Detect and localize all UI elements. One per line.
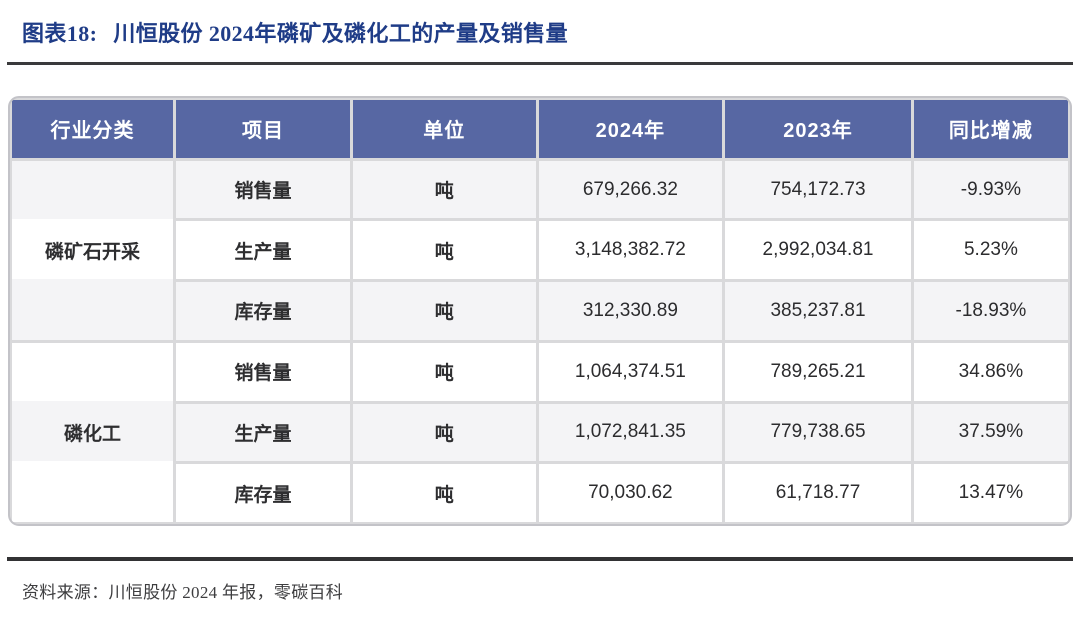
value-2023-cell: 2,992,034.81 [725, 221, 911, 280]
value-2024-cell: 679,266.32 [538, 160, 723, 219]
item-cell: 库存量 [176, 282, 350, 340]
value-2023-cell: 385,237.81 [725, 282, 911, 340]
item-cell: 库存量 [176, 464, 350, 522]
top-rule [7, 62, 1073, 65]
figure-title: 图表18: 川恒股份 2024年磷矿及磷化工的产量及销售量 [22, 16, 568, 48]
value-2024-cell: 3,148,382.72 [538, 221, 723, 280]
unit-cell: 吨 [352, 342, 536, 401]
figure-title-text: 川恒股份 2024年磷矿及磷化工的产量及销售量 [113, 21, 569, 46]
unit-cell: 吨 [352, 160, 536, 219]
value-2024-cell: 70,030.62 [538, 464, 723, 522]
item-cell: 销售量 [176, 342, 350, 401]
value-2023-cell: 754,172.73 [725, 160, 911, 219]
category-cell-phosphate-mining: 磷矿石开采 [12, 160, 174, 340]
table-grid: 行业分类 项目 单位 2024年 2023年 同比增减 磷矿石开采 销售量 吨 … [12, 100, 1068, 522]
item-cell: 生产量 [176, 221, 350, 280]
value-2023-cell: 789,265.21 [725, 342, 911, 401]
column-header-category: 行业分类 [12, 100, 174, 158]
yoy-change-cell: 34.86% [913, 342, 1068, 401]
yoy-change-cell: -18.93% [913, 282, 1068, 340]
bottom-rule [7, 557, 1073, 561]
column-header-item: 项目 [176, 100, 350, 158]
yoy-change-cell: 37.59% [913, 403, 1068, 462]
category-cell-phosphate-chemical: 磷化工 [12, 342, 174, 522]
column-header-yoy: 同比增减 [913, 100, 1068, 158]
figure-number-label: 图表18: [22, 21, 98, 46]
value-2024-cell: 1,072,841.35 [538, 403, 723, 462]
unit-cell: 吨 [352, 282, 536, 340]
value-2024-cell: 1,064,374.51 [538, 342, 723, 401]
value-2023-cell: 779,738.65 [725, 403, 911, 462]
column-header-unit: 单位 [352, 100, 536, 158]
item-cell: 销售量 [176, 160, 350, 219]
column-header-2023: 2023年 [725, 100, 911, 158]
unit-cell: 吨 [352, 221, 536, 280]
source-note: 资料来源：川恒股份 2024 年报，零碳百科 [22, 583, 344, 602]
production-sales-table: 行业分类 项目 单位 2024年 2023年 同比增减 磷矿石开采 销售量 吨 … [8, 96, 1072, 526]
unit-cell: 吨 [352, 464, 536, 522]
yoy-change-cell: 13.47% [913, 464, 1068, 522]
item-cell: 生产量 [176, 403, 350, 462]
yoy-change-cell: 5.23% [913, 221, 1068, 280]
value-2024-cell: 312,330.89 [538, 282, 723, 340]
yoy-change-cell: -9.93% [913, 160, 1068, 219]
unit-cell: 吨 [352, 403, 536, 462]
value-2023-cell: 61,718.77 [725, 464, 911, 522]
column-header-2024: 2024年 [538, 100, 723, 158]
